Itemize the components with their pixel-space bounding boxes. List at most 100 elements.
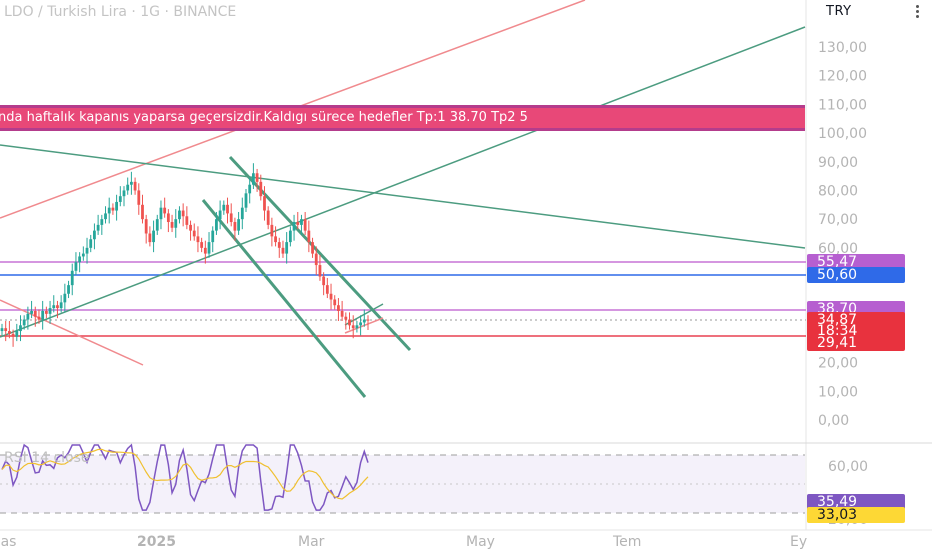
candles-group xyxy=(0,163,370,347)
candle xyxy=(248,184,252,194)
candle xyxy=(325,285,329,294)
candle xyxy=(285,242,289,254)
candle xyxy=(307,230,311,243)
candle xyxy=(122,190,126,197)
price-axis-tick: 20,00 xyxy=(818,356,858,372)
candle xyxy=(255,173,259,182)
candle xyxy=(314,253,318,266)
candle xyxy=(318,265,322,277)
candle xyxy=(192,230,196,237)
candle xyxy=(56,305,59,309)
candle xyxy=(0,328,4,332)
candle xyxy=(89,239,93,248)
candle xyxy=(115,201,119,211)
rsi-indicator-label[interactable]: RSI 14 close xyxy=(4,450,90,466)
symbol-title[interactable]: LDO / Turkish Lira · 1G · BINANCE xyxy=(4,4,237,20)
candle xyxy=(226,204,229,214)
candle xyxy=(251,173,255,185)
candle xyxy=(263,196,266,211)
price-tag-55-47: 55,47 xyxy=(807,254,905,270)
candle xyxy=(244,193,248,208)
candle xyxy=(63,293,67,303)
candle xyxy=(107,207,111,214)
candle xyxy=(111,207,115,211)
green-trend-up[interactable] xyxy=(0,26,806,338)
candle xyxy=(296,222,300,225)
price-axis-tick: 10,00 xyxy=(818,384,858,400)
candle xyxy=(288,230,292,243)
candle xyxy=(22,319,26,326)
candle xyxy=(30,310,33,314)
price-axis-tick: 110,00 xyxy=(818,97,867,113)
candle xyxy=(215,219,218,231)
candle xyxy=(133,181,137,191)
candle xyxy=(78,256,82,263)
price-axis-tick: 0,00 xyxy=(818,413,849,429)
candle xyxy=(355,325,359,329)
candle xyxy=(366,319,370,321)
price-tag-50-60: 50,60 xyxy=(807,267,905,283)
candle xyxy=(129,181,133,185)
candle xyxy=(303,219,307,231)
candle xyxy=(322,276,326,286)
price-axis-tick: 70,00 xyxy=(818,212,858,228)
candle xyxy=(203,247,207,254)
candle xyxy=(333,299,337,306)
candle xyxy=(85,247,89,254)
candle xyxy=(337,305,340,311)
candle xyxy=(118,196,122,202)
currency-label[interactable]: TRY xyxy=(826,4,852,19)
candle xyxy=(200,242,204,248)
candle xyxy=(178,210,181,220)
menu-dots-icon[interactable] xyxy=(914,4,920,22)
candle xyxy=(41,310,45,320)
candle xyxy=(170,222,174,228)
time-label-ey: Ey xyxy=(790,534,807,550)
candle xyxy=(340,310,344,317)
candle xyxy=(207,242,211,254)
candle xyxy=(19,325,22,332)
time-label-2025: 2025 xyxy=(137,534,176,550)
candle xyxy=(163,207,167,214)
candle xyxy=(222,204,226,211)
candle xyxy=(137,190,141,205)
time-label-mar: Mar xyxy=(298,534,325,550)
candle xyxy=(96,224,100,231)
candle xyxy=(152,230,155,243)
candle xyxy=(329,293,333,300)
rsi-line xyxy=(1,443,369,511)
time-label-aas: aas xyxy=(0,534,16,550)
candle xyxy=(148,233,152,243)
candle xyxy=(159,207,163,220)
candle xyxy=(181,210,185,217)
green-channel-lower[interactable] xyxy=(201,199,367,398)
price-axis-tick: 60,00 xyxy=(818,241,858,257)
candle xyxy=(126,184,130,191)
rsi-value-tag: 35,49 xyxy=(807,494,905,510)
candle xyxy=(344,316,348,320)
red-channel-lower[interactable] xyxy=(0,299,144,366)
candle xyxy=(100,219,104,225)
candle xyxy=(81,253,85,257)
candle xyxy=(104,213,107,220)
candle xyxy=(48,308,52,314)
annotation-banner[interactable]: nda haftalık kapanıs yaparsa geçersizdir… xyxy=(0,105,805,131)
candle xyxy=(292,222,296,231)
candle xyxy=(281,247,285,254)
candle xyxy=(70,270,74,286)
candle xyxy=(211,230,215,243)
candle xyxy=(155,219,159,231)
annotation-text: nda haftalık kapanıs yaparsa geçersizdir… xyxy=(0,110,528,125)
price-axis[interactable]: 130,00 120,00 110,00 100,00 90,00 80,00 70,00 6… xyxy=(818,40,867,429)
green-trend-down[interactable] xyxy=(0,144,806,249)
candle xyxy=(144,219,148,234)
candle xyxy=(300,219,303,225)
candle xyxy=(4,328,8,332)
price-axis-tick: 120,00 xyxy=(818,69,867,85)
time-label-may: May xyxy=(466,534,495,550)
rsi-ma-tag: 33,03 xyxy=(807,507,905,523)
candle xyxy=(240,207,244,220)
candle xyxy=(218,210,222,220)
candle xyxy=(362,319,366,323)
